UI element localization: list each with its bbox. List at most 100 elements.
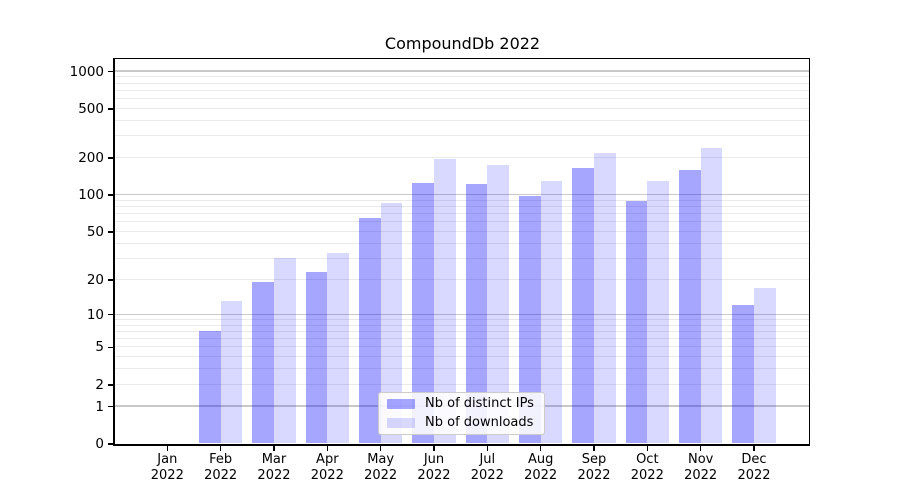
bar-distinct-ips xyxy=(625,201,648,444)
x-tick-mark xyxy=(326,446,329,451)
x-tick-label: Jan 2022 xyxy=(150,452,184,483)
gridline-minor xyxy=(115,135,809,137)
legend-item-distinct-ips: Nb of distinct IPs xyxy=(387,396,536,412)
legend: Nb of distinct IPs Nb of downloads xyxy=(378,391,545,435)
y-tick-mark xyxy=(108,384,113,386)
x-tick-label: Jun 2022 xyxy=(417,452,451,483)
gridline-minor xyxy=(115,213,809,215)
gridline-minor xyxy=(115,157,809,159)
x-tick-mark xyxy=(166,446,169,451)
x-tick-mark xyxy=(753,446,755,451)
gridline-minor xyxy=(115,221,809,223)
bar-downloads xyxy=(647,181,669,444)
y-tick-label: 2 xyxy=(95,376,104,393)
x-tick-mark xyxy=(219,446,222,451)
bar-distinct-ips xyxy=(519,195,541,444)
x-tick-label: Aug 2022 xyxy=(524,452,558,483)
legend-swatch-icon xyxy=(387,398,415,409)
y-tick-mark xyxy=(108,108,113,110)
y-tick-label: 5 xyxy=(95,339,104,356)
bar-distinct-ips xyxy=(412,182,434,444)
gridline-minor xyxy=(115,257,809,259)
x-tick-label: Apr 2022 xyxy=(310,452,344,483)
gridline-major xyxy=(115,70,809,72)
y-tick-label: 100 xyxy=(78,187,104,204)
y-tick-label: 500 xyxy=(78,100,104,117)
gridline-minor xyxy=(115,330,809,332)
bar-distinct-ips xyxy=(465,183,488,444)
legend-item-downloads: Nb of downloads xyxy=(387,415,536,431)
x-tick-mark xyxy=(379,446,382,451)
x-tick-label: May 2022 xyxy=(364,452,398,483)
x-tick-label: Dec 2022 xyxy=(737,452,771,483)
y-tick-mark xyxy=(108,313,113,316)
y-tick-label: 0 xyxy=(95,436,104,452)
gridline-minor xyxy=(115,199,809,201)
gridline-minor xyxy=(115,324,809,326)
gridline-minor xyxy=(115,346,809,348)
bar-downloads xyxy=(593,153,616,444)
x-tick-mark xyxy=(699,446,702,451)
bar-distinct-ips xyxy=(679,170,701,444)
bar-distinct-ips xyxy=(732,305,754,444)
legend-swatch-icon xyxy=(387,417,415,428)
bar-downloads xyxy=(754,287,776,444)
y-tick-mark xyxy=(108,194,113,196)
x-tick-mark xyxy=(433,446,435,451)
y-tick-label: 1000 xyxy=(69,63,104,80)
y-tick-mark xyxy=(108,70,113,73)
y-tick-mark xyxy=(108,405,113,408)
bar-distinct-ips xyxy=(252,281,274,444)
gridline-minor xyxy=(115,231,809,233)
x-tick-label: Feb 2022 xyxy=(204,452,238,483)
y-tick-mark xyxy=(108,279,113,281)
bar-downloads xyxy=(433,158,456,444)
x-tick-mark xyxy=(593,446,595,451)
plot-area xyxy=(113,58,810,446)
bar-downloads xyxy=(487,165,509,444)
bar-downloads xyxy=(700,148,723,444)
bar-distinct-ips xyxy=(305,272,328,444)
bar-distinct-ips xyxy=(359,218,381,444)
y-tick-mark xyxy=(108,443,113,445)
gridline-minor xyxy=(115,76,809,78)
gridline-minor xyxy=(115,89,809,91)
bar-downloads xyxy=(380,203,403,444)
x-tick-mark xyxy=(646,446,649,451)
gridline-minor xyxy=(115,383,809,385)
gridline-minor xyxy=(115,242,809,244)
gridline-major xyxy=(115,194,809,196)
bar-distinct-ips xyxy=(572,167,594,444)
y-tick-label: 200 xyxy=(78,150,104,167)
chart-title: CompoundDb 2022 xyxy=(384,34,541,53)
x-tick-label: Nov 2022 xyxy=(684,452,718,483)
legend-label: Nb of distinct IPs xyxy=(425,396,534,411)
y-tick-mark xyxy=(108,157,113,159)
gridline-minor xyxy=(115,119,809,121)
gridline-minor xyxy=(115,98,809,100)
x-tick-mark xyxy=(486,446,489,451)
gridline-minor xyxy=(115,318,809,320)
gridline-minor xyxy=(115,206,809,208)
bar-downloads xyxy=(327,253,349,444)
y-tick-label: 10 xyxy=(86,306,104,323)
y-tick-label: 20 xyxy=(86,271,104,288)
gridline-major xyxy=(115,313,809,315)
y-tick-label: 1 xyxy=(95,398,104,415)
x-tick-mark xyxy=(539,446,542,451)
legend-label: Nb of downloads xyxy=(425,415,534,430)
gridline-minor xyxy=(115,82,809,84)
x-tick-mark xyxy=(273,446,275,451)
y-tick-mark xyxy=(108,346,113,349)
x-tick-label: Oct 2022 xyxy=(630,452,664,483)
x-tick-label: Sep 2022 xyxy=(577,452,611,483)
x-tick-label: Mar 2022 xyxy=(257,452,291,483)
gridline-minor xyxy=(115,107,809,109)
bar-downloads xyxy=(220,301,243,444)
y-tick-mark xyxy=(108,231,113,233)
gridline-minor xyxy=(115,278,809,280)
bar-distinct-ips xyxy=(199,331,221,444)
gridline-minor xyxy=(115,356,809,358)
bar-downloads xyxy=(273,258,296,444)
